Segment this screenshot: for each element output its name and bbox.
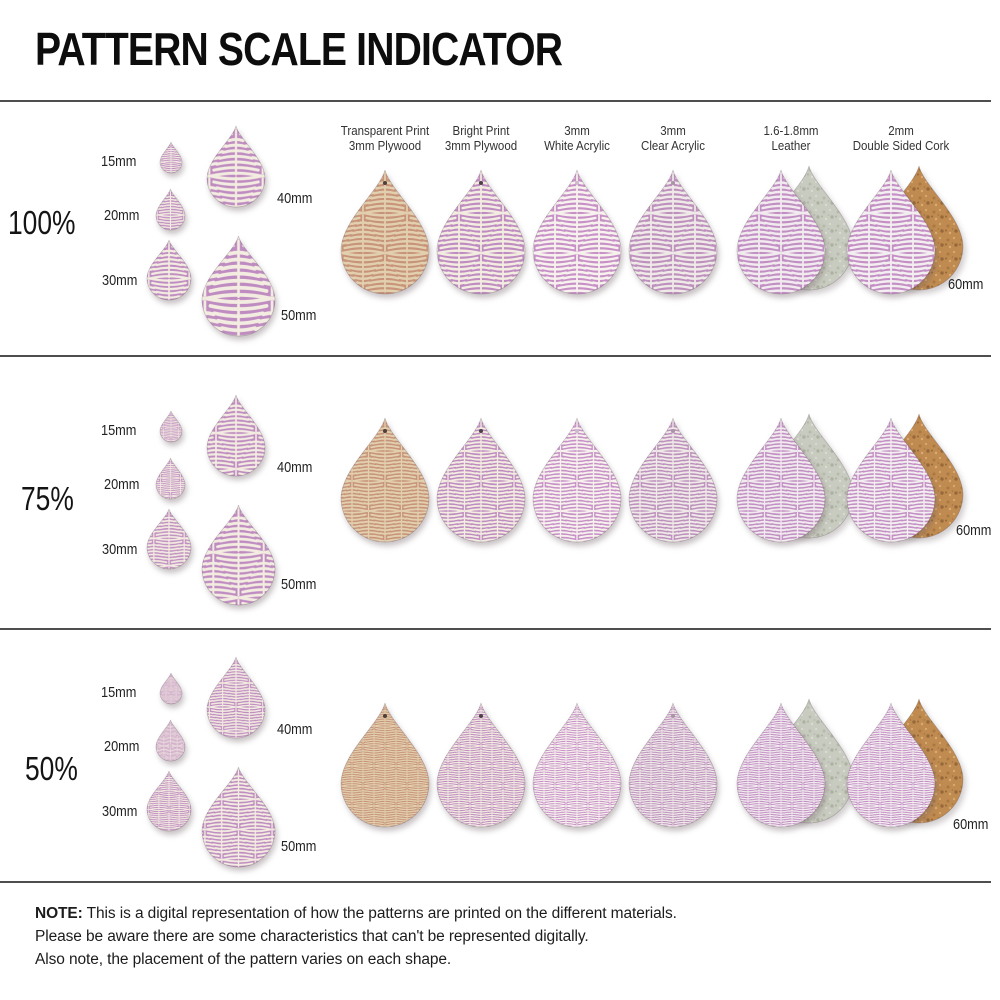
- divider-row-1: [0, 355, 991, 357]
- scale-label-50: 50%: [25, 750, 78, 787]
- material-drop-transparent-plywood: [340, 417, 430, 543]
- material-drop-bright-plywood: [436, 417, 526, 543]
- size-drop-50mm-75: [201, 504, 276, 606]
- size-label-30mm: 30mm: [102, 541, 138, 558]
- size-label-50mm: 50mm: [281, 838, 317, 855]
- material-label-clear-acrylic: 3mm Clear Acrylic: [604, 124, 742, 154]
- material-label-line1: 2mm: [888, 124, 914, 138]
- material-drop-leather: [736, 169, 826, 295]
- divider-header: [0, 100, 991, 102]
- material-drop-leather: [736, 702, 826, 828]
- size-drop-30mm-50: [146, 770, 192, 832]
- material-drop-clear-acrylic: [628, 417, 718, 543]
- note-text: NOTE: This is a digital representation o…: [35, 902, 677, 971]
- size-label-20mm: 20mm: [104, 207, 140, 224]
- size-label-20mm: 20mm: [104, 738, 140, 755]
- divider-row-2: [0, 628, 991, 630]
- material-label-line1: Bright Print: [452, 124, 510, 138]
- size-drop-40mm-50: [206, 656, 266, 739]
- size-label-40mm: 40mm: [277, 459, 313, 476]
- size-label-60mm: 60mm: [953, 816, 989, 833]
- material-label-line1: 3mm: [564, 124, 590, 138]
- material-drop-clear-acrylic: [628, 169, 718, 295]
- material-label-line2: 3mm Plywood: [348, 139, 422, 153]
- material-drop-bright-plywood: [436, 169, 526, 295]
- size-label-50mm: 50mm: [281, 576, 317, 593]
- size-drop-15mm-75: [159, 410, 183, 443]
- size-label-20mm: 20mm: [104, 476, 140, 493]
- page-title: PATTERN SCALE INDICATOR: [35, 23, 563, 75]
- material-drop-cork: [846, 169, 936, 295]
- material-drop-white-acrylic: [532, 169, 622, 295]
- size-drop-20mm-75: [155, 457, 186, 500]
- material-drop-clear-acrylic: [628, 702, 718, 828]
- note-line-1: NOTE: This is a digital representation o…: [35, 902, 677, 925]
- size-drop-20mm-50: [155, 719, 186, 762]
- material-label-line2: 3mm Plywood: [444, 139, 518, 153]
- size-drop-50mm-50: [201, 766, 276, 868]
- material-drop-cork: [846, 417, 936, 543]
- size-label-40mm: 40mm: [277, 190, 313, 207]
- size-label-60mm: 60mm: [956, 522, 992, 539]
- material-label-line2: Double Sided Cork: [852, 139, 950, 153]
- size-drop-20mm-100: [155, 188, 186, 231]
- size-label-30mm: 30mm: [102, 803, 138, 820]
- material-label-line2: Leather: [771, 139, 811, 153]
- material-label-line2: White Acrylic: [544, 139, 610, 153]
- size-label-15mm: 15mm: [101, 422, 137, 439]
- size-drop-30mm-75: [146, 508, 192, 570]
- scale-label-100: 100%: [8, 204, 76, 241]
- size-label-15mm: 15mm: [101, 684, 137, 701]
- size-drop-50mm-100: [201, 235, 276, 337]
- material-label-line1: Transparent Print: [340, 124, 430, 138]
- note-line-1-text: This is a digital representation of how …: [86, 905, 677, 922]
- size-label-40mm: 40mm: [277, 721, 313, 738]
- divider-footer: [0, 881, 991, 883]
- size-label-30mm: 30mm: [102, 272, 138, 289]
- note-line-2: Please be aware there are some character…: [35, 928, 589, 945]
- size-label-60mm: 60mm: [948, 276, 984, 293]
- material-label-leather: 1.6-1.8mm Leather: [722, 124, 860, 154]
- material-label-line1: 1.6-1.8mm: [763, 124, 819, 138]
- material-label-line2: Clear Acrylic: [641, 139, 705, 153]
- material-drop-transparent-plywood: [340, 702, 430, 828]
- size-label-50mm: 50mm: [281, 307, 317, 324]
- material-drop-transparent-plywood: [340, 169, 430, 295]
- material-drop-white-acrylic: [532, 702, 622, 828]
- material-label-line1: 3mm: [660, 124, 686, 138]
- material-drop-leather: [736, 417, 826, 543]
- size-drop-15mm-100: [159, 141, 183, 174]
- material-label-bright-plywood: Bright Print 3mm Plywood: [412, 124, 550, 154]
- note-line-3: Also note, the placement of the pattern …: [35, 951, 452, 968]
- size-drop-40mm-75: [206, 394, 266, 477]
- size-drop-30mm-100: [146, 239, 192, 301]
- note-label: NOTE:: [35, 905, 83, 922]
- material-label-cork: 2mm Double Sided Cork: [832, 124, 970, 154]
- material-drop-cork: [846, 702, 936, 828]
- material-label-transparent-plywood: Transparent Print 3mm Plywood: [316, 124, 454, 154]
- scale-label-75: 75%: [21, 480, 74, 517]
- size-label-15mm: 15mm: [101, 153, 137, 170]
- material-drop-white-acrylic: [532, 417, 622, 543]
- material-drop-bright-plywood: [436, 702, 526, 828]
- size-drop-15mm-50: [159, 672, 183, 705]
- material-label-white-acrylic: 3mm White Acrylic: [508, 124, 646, 154]
- size-drop-40mm-100: [206, 125, 266, 208]
